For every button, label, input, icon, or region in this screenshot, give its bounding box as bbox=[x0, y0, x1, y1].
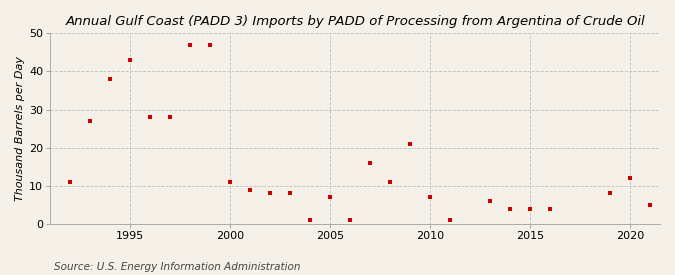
Point bbox=[145, 115, 156, 119]
Y-axis label: Thousand Barrels per Day: Thousand Barrels per Day bbox=[15, 56, 25, 201]
Point bbox=[524, 206, 535, 211]
Point bbox=[605, 191, 616, 196]
Point bbox=[364, 161, 375, 165]
Point bbox=[185, 43, 196, 47]
Point bbox=[485, 199, 495, 203]
Point bbox=[165, 115, 176, 119]
Point bbox=[645, 203, 655, 207]
Point bbox=[345, 218, 356, 222]
Point bbox=[65, 180, 76, 184]
Point bbox=[425, 195, 435, 199]
Title: Annual Gulf Coast (PADD 3) Imports by PADD of Processing from Argentina of Crude: Annual Gulf Coast (PADD 3) Imports by PA… bbox=[65, 15, 645, 28]
Point bbox=[445, 218, 456, 222]
Point bbox=[125, 58, 136, 62]
Point bbox=[624, 176, 635, 180]
Point bbox=[205, 43, 215, 47]
Point bbox=[325, 195, 335, 199]
Point bbox=[225, 180, 236, 184]
Point bbox=[85, 119, 96, 123]
Point bbox=[265, 191, 275, 196]
Point bbox=[304, 218, 315, 222]
Point bbox=[505, 206, 516, 211]
Point bbox=[545, 206, 556, 211]
Point bbox=[245, 187, 256, 192]
Point bbox=[405, 142, 416, 146]
Point bbox=[385, 180, 396, 184]
Text: Source: U.S. Energy Information Administration: Source: U.S. Energy Information Administ… bbox=[54, 262, 300, 272]
Point bbox=[105, 77, 115, 81]
Point bbox=[285, 191, 296, 196]
